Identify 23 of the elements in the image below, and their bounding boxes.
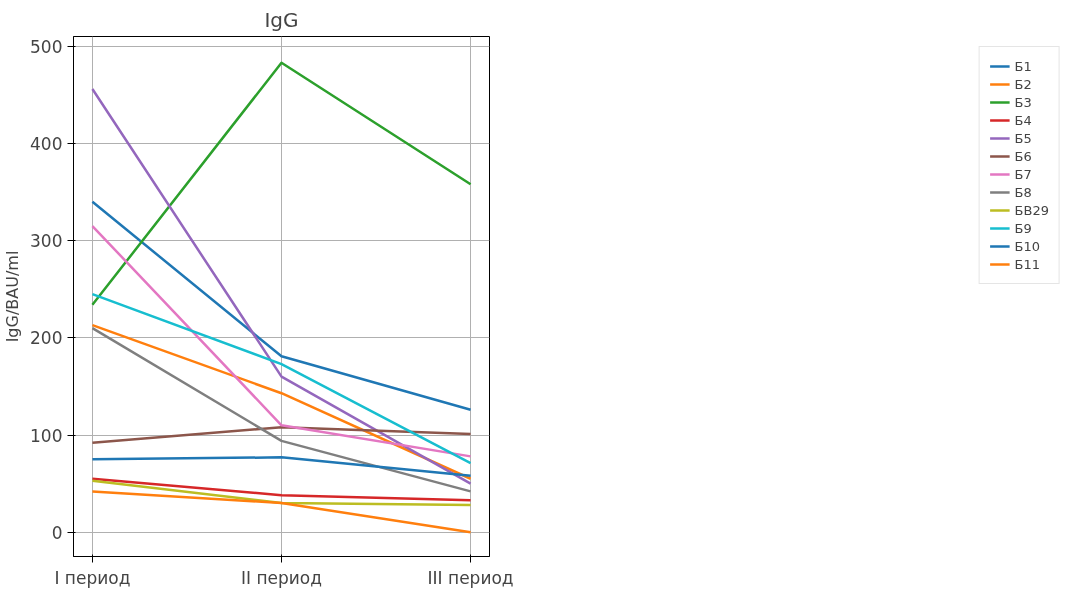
x-tick-label: II период — [241, 567, 322, 588]
chart-title: IgG — [264, 7, 299, 32]
y-tick-label: 400 — [30, 133, 63, 154]
legend-label: Б10 — [1014, 237, 1041, 255]
legend-label: БВ29 — [1014, 201, 1049, 219]
legend-label: Б1 — [1014, 57, 1033, 75]
legend-label: Б4 — [1014, 111, 1033, 129]
legend-label: Б5 — [1014, 129, 1033, 147]
y-axis-title: IgG/BAU/ml — [3, 250, 23, 343]
legend-label: Б9 — [1014, 219, 1033, 237]
legend-label: Б6 — [1014, 147, 1033, 165]
y-tick-label: 100 — [30, 425, 63, 446]
x-tick-label: III период — [427, 567, 514, 588]
x-tick-label: I период — [54, 567, 131, 588]
y-tick-label: 0 — [51, 522, 63, 543]
legend-label: Б8 — [1014, 183, 1033, 201]
legend-label: Б11 — [1014, 255, 1041, 273]
legend-label: Б3 — [1014, 93, 1033, 111]
legend-label: Б7 — [1014, 165, 1033, 183]
y-tick-label: 500 — [30, 36, 63, 57]
legend-label: Б2 — [1014, 75, 1033, 93]
y-tick-label: 200 — [30, 328, 63, 349]
y-tick-label: 300 — [30, 231, 63, 252]
